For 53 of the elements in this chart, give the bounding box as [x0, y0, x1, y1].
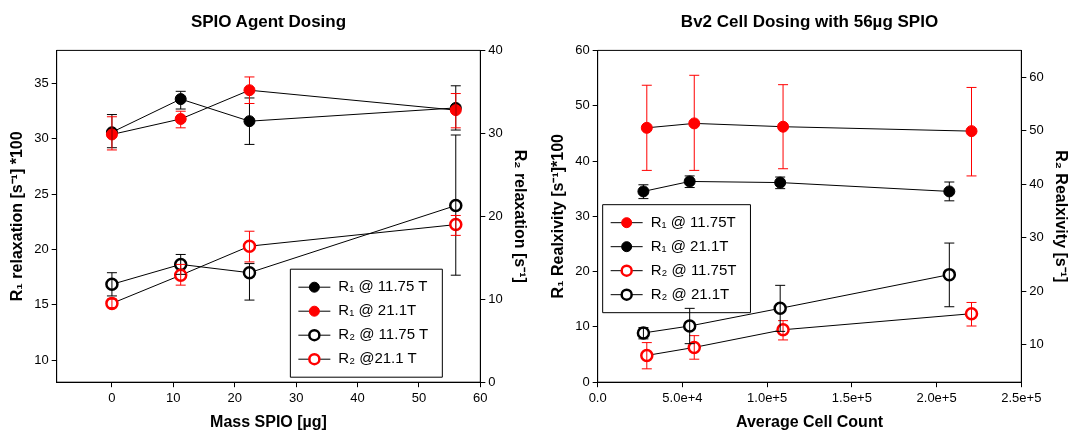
- y-tick-label: 0: [582, 373, 590, 389]
- x-tick-label: 40: [350, 389, 365, 405]
- legend-label: R₁ @ 11.75T: [650, 212, 736, 230]
- chart-title: SPIO Agent Dosing: [190, 11, 347, 31]
- x-axis-title: Mass SPIO [µg]: [210, 412, 327, 430]
- x-tick-label: 60: [473, 389, 488, 405]
- y2-tick-label: 0: [488, 373, 496, 389]
- y-tick-label: 15: [34, 296, 49, 312]
- legend-label: R₂ @ 11.75 T: [338, 325, 429, 343]
- x-tick-label: 2.5e+5: [1001, 389, 1042, 405]
- legend-label: R₂ @21.1 T: [338, 349, 417, 367]
- y2-axis-title: R₂ Realxivity [s⁻¹]: [1052, 150, 1070, 283]
- y2-tick-label: 10: [1029, 336, 1044, 352]
- y2-tick-label: 40: [1029, 175, 1044, 191]
- x-tick-label: 50: [411, 389, 427, 405]
- y-tick-label: 20: [34, 241, 49, 257]
- y-axis-title: R₁ relaxation [s⁻¹] *100: [8, 131, 26, 302]
- y2-tick-label: 30: [1029, 229, 1044, 245]
- y2-tick-label: 60: [1029, 68, 1044, 84]
- chart-title: Bv2 Cell Dosing with 56µg SPIO: [680, 11, 939, 31]
- y2-tick-label: 20: [1029, 282, 1044, 298]
- x-tick-label: 30: [288, 389, 304, 405]
- y-axis-title: R₁ Realxivity [s⁻¹]*100: [549, 133, 567, 299]
- x-tick-label: 20: [227, 389, 242, 405]
- y2-axis-title: R₂ relaxation [s⁻¹]: [511, 149, 529, 283]
- y-tick-label: 10: [34, 351, 49, 367]
- y-tick-label: 25: [34, 185, 49, 201]
- x-tick-label: 1.5e+5: [831, 389, 872, 405]
- legend-label: R₂ @ 21.1T: [650, 284, 730, 302]
- y2-tick-label: 10: [488, 290, 503, 306]
- legend-label: R₁ @ 11.75 T: [338, 277, 428, 295]
- legend-label: R₁ @ 21.1T: [338, 301, 417, 319]
- y-tick-label: 35: [34, 75, 49, 91]
- y2-tick-label: 20: [488, 207, 503, 223]
- y-tick-label: 30: [34, 130, 49, 146]
- x-tick-label: 1.0e+5: [747, 389, 788, 405]
- y-tick-label: 60: [575, 41, 590, 57]
- x-tick-label: 0: [108, 389, 116, 405]
- y-tick-label: 50: [575, 97, 590, 113]
- x-tick-label: 10: [166, 389, 181, 405]
- x-tick-label: 0.0: [588, 389, 607, 405]
- legend-label: R₁ @ 21.1T: [650, 236, 729, 254]
- legend-label: R₂ @ 11.75T: [650, 260, 737, 278]
- y-tick-label: 10: [575, 318, 590, 334]
- x-axis-title: Average Cell Count: [736, 412, 884, 430]
- y-tick-label: 40: [575, 152, 590, 168]
- y-tick-label: 30: [575, 207, 590, 223]
- x-tick-label: 2.0e+5: [916, 389, 957, 405]
- y2-tick-label: 40: [488, 41, 503, 57]
- y2-tick-label: 30: [488, 124, 503, 140]
- y-tick-label: 20: [575, 263, 590, 279]
- x-tick-label: 5.0e+4: [662, 389, 703, 405]
- y2-tick-label: 50: [1029, 122, 1044, 138]
